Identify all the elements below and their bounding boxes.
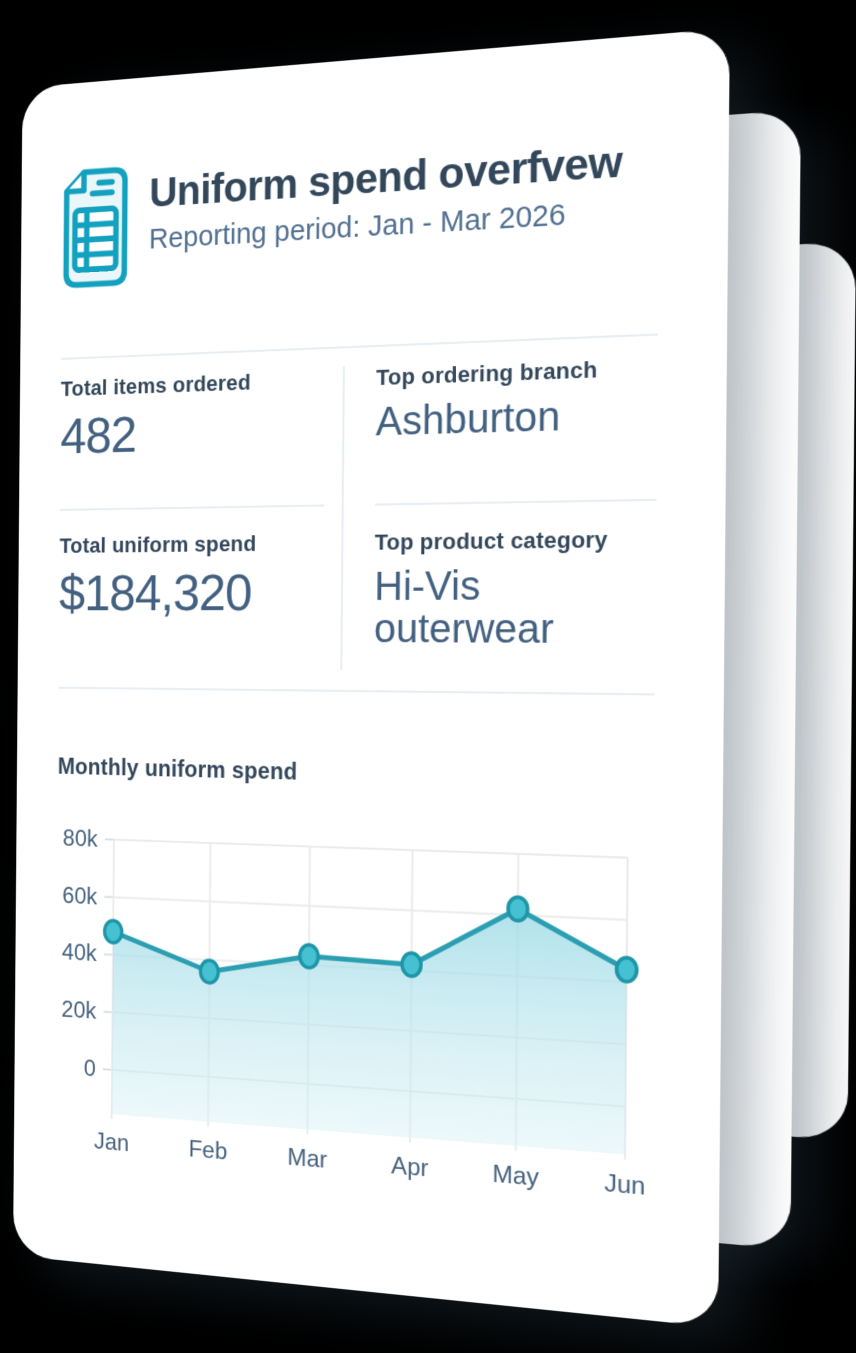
y-tick-label: 40k xyxy=(62,939,97,967)
data-point xyxy=(200,960,218,983)
y-axis-tick xyxy=(103,1012,112,1013)
x-tick-label: May xyxy=(492,1160,539,1191)
stat-total-items: Total items ordered 482 xyxy=(60,367,331,466)
y-tick-label: 60k xyxy=(62,882,97,909)
v-gridline xyxy=(625,858,628,1160)
v-gridline xyxy=(410,850,413,1142)
v-gridline xyxy=(112,840,114,1119)
stat-label: Top ordering branch xyxy=(376,356,598,391)
document-icon xyxy=(62,160,130,295)
stat-value: Hi-Vis outerwear xyxy=(373,563,555,653)
stats-bottom-divider xyxy=(58,686,655,696)
x-tick-label: Feb xyxy=(188,1135,227,1165)
v-gridline xyxy=(307,847,309,1135)
data-point xyxy=(104,920,121,943)
data-point xyxy=(508,897,528,921)
h-gridline xyxy=(113,897,627,920)
data-point xyxy=(300,944,319,968)
stat-label: Top product category xyxy=(374,526,608,555)
stat-label: Total uniform spend xyxy=(59,531,257,558)
trend-line xyxy=(113,891,627,994)
chart-title: Monthly uniform spend xyxy=(57,753,298,785)
stat-total-spend: Total uniform spend $184,320 xyxy=(58,530,330,622)
v-gridline xyxy=(516,854,519,1151)
page-stack: Uniform spend overfvew Reporting period:… xyxy=(13,28,856,1328)
h-gridline xyxy=(112,1070,625,1107)
h-gridline xyxy=(113,955,627,982)
stat-value: 482 xyxy=(60,407,137,466)
stats-vertical-divider xyxy=(340,366,345,670)
data-point xyxy=(402,953,421,977)
header-divider xyxy=(61,333,658,360)
data-point xyxy=(616,957,636,982)
y-tick-label: 0 xyxy=(84,1055,96,1082)
area-fill xyxy=(111,891,628,1155)
report-card: Uniform spend overfvew Reporting period:… xyxy=(13,28,730,1328)
y-tick-label: 20k xyxy=(61,996,96,1024)
stat-top-category: Top product category Hi-Vis outerwear xyxy=(374,526,674,652)
v-gridline xyxy=(208,843,210,1127)
h-gridline xyxy=(113,1012,626,1044)
y-axis-tick xyxy=(103,1069,112,1070)
x-tick-label: Jun xyxy=(604,1169,645,1200)
x-tick-label: Apr xyxy=(391,1151,429,1181)
stat-value: $184,320 xyxy=(58,564,252,622)
x-tick-label: Jan xyxy=(94,1127,129,1156)
stat-top-branch: Top ordering branch Ashburton xyxy=(375,354,675,445)
stats-row-divider-left xyxy=(59,504,325,511)
y-tick-label: 80k xyxy=(63,825,98,852)
h-gridline xyxy=(114,840,628,858)
stats-row-divider-right xyxy=(375,498,657,506)
x-tick-label: Mar xyxy=(287,1143,327,1173)
stat-value: Ashburton xyxy=(375,394,561,445)
stat-label: Total items ordered xyxy=(60,369,251,401)
